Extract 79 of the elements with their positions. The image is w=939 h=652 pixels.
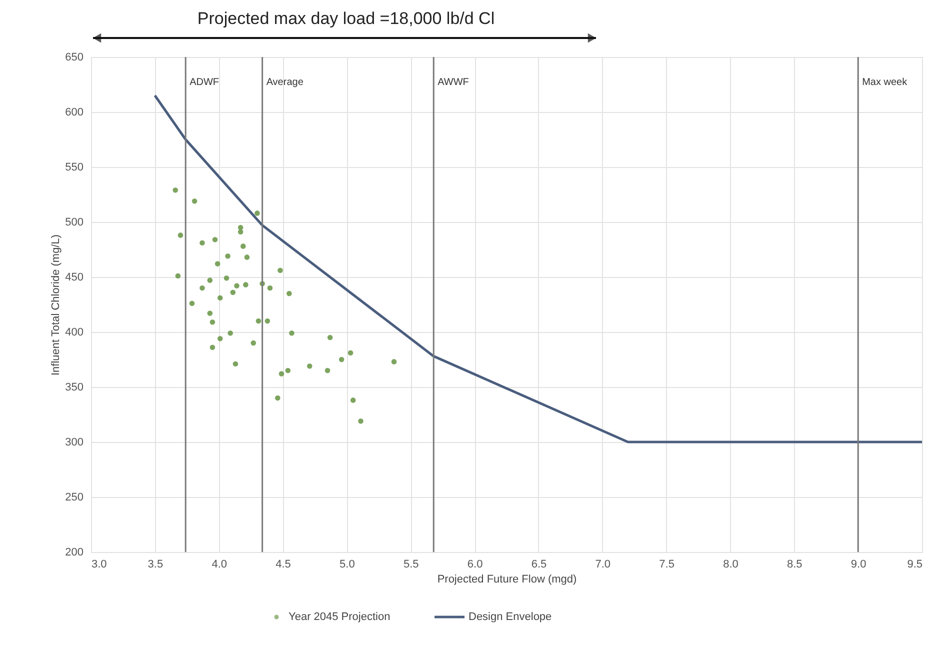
point [207,278,213,283]
x-tick-label: 4.0 [212,558,227,570]
point [228,330,233,336]
x-tick-label: 4.5 [276,558,291,570]
point [172,187,178,193]
x-axis-title: Projected Future Flow (mgd) [437,574,577,586]
x-tick-label: 3.5 [148,558,164,570]
point [224,275,230,281]
legend-label: Design Envelope [468,611,552,623]
point [391,359,397,364]
point [264,318,270,324]
point [212,236,218,242]
point [210,319,216,325]
y-tick-label: 600 [65,106,84,118]
x-tick-label: 9.0 [850,558,866,570]
y-tick-label: 650 [65,52,84,64]
x-tick-label: 8.0 [723,558,738,570]
point [200,240,205,246]
ref-line-label: Max week [862,77,908,88]
point [189,300,195,306]
x-tick-label: 5.0 [340,558,355,570]
point [348,350,354,356]
y-tick-label: 550 [65,162,84,174]
point [278,371,284,376]
point [327,334,333,340]
point [238,229,244,235]
ref-line-label: AWWF [438,77,469,88]
x-tick-label: 6.5 [531,558,547,570]
x-tick-label: 6.0 [467,558,483,570]
x-tick-label: 7.0 [595,558,611,570]
point [243,282,248,288]
point [178,232,184,238]
point [289,330,294,336]
legend-label: Year 2045 Projection [288,611,390,623]
y-axis-title: Influent Total Chloride (mg/L) [50,234,62,376]
x-tick-label: 8.5 [787,558,802,570]
point [217,295,223,301]
point [200,285,205,291]
point [254,210,260,216]
point [230,290,236,296]
point [175,273,181,279]
point [358,418,364,424]
chart-title: Projected max day load =18,000 lb/d Cl [197,9,495,28]
y-tick-label: 200 [65,546,84,558]
ref-line-label: Average [266,77,304,88]
point [217,336,223,342]
x-tick-label: 7.5 [659,558,674,570]
point [275,395,280,401]
y-tick-label: 500 [65,216,84,228]
y-tick-label: 450 [65,272,84,284]
x-tick-label: 9.5 [907,558,922,570]
x-tick-label: 5.5 [403,558,419,570]
point [285,368,291,374]
point [350,398,356,403]
point [240,244,246,249]
x-tick-label: 3.0 [92,558,107,570]
point [232,361,238,367]
y-tick-label: 250 [65,492,84,504]
point [250,340,256,346]
point [234,283,240,288]
point [238,224,244,230]
line-series [154,94,924,444]
y-tick-label: 400 [65,326,84,338]
point [256,318,262,324]
point [267,285,273,291]
point [324,368,330,374]
point [214,261,220,266]
point [192,198,198,204]
y-tick-label: 300 [65,436,84,448]
point [210,344,216,350]
point [244,254,250,260]
y-tick-label: 350 [65,382,84,394]
point [338,356,344,362]
ref-line-label: ADWF [190,77,220,88]
point [286,290,292,296]
point [225,253,230,259]
point [278,268,283,274]
point [207,310,213,316]
point [306,363,312,369]
